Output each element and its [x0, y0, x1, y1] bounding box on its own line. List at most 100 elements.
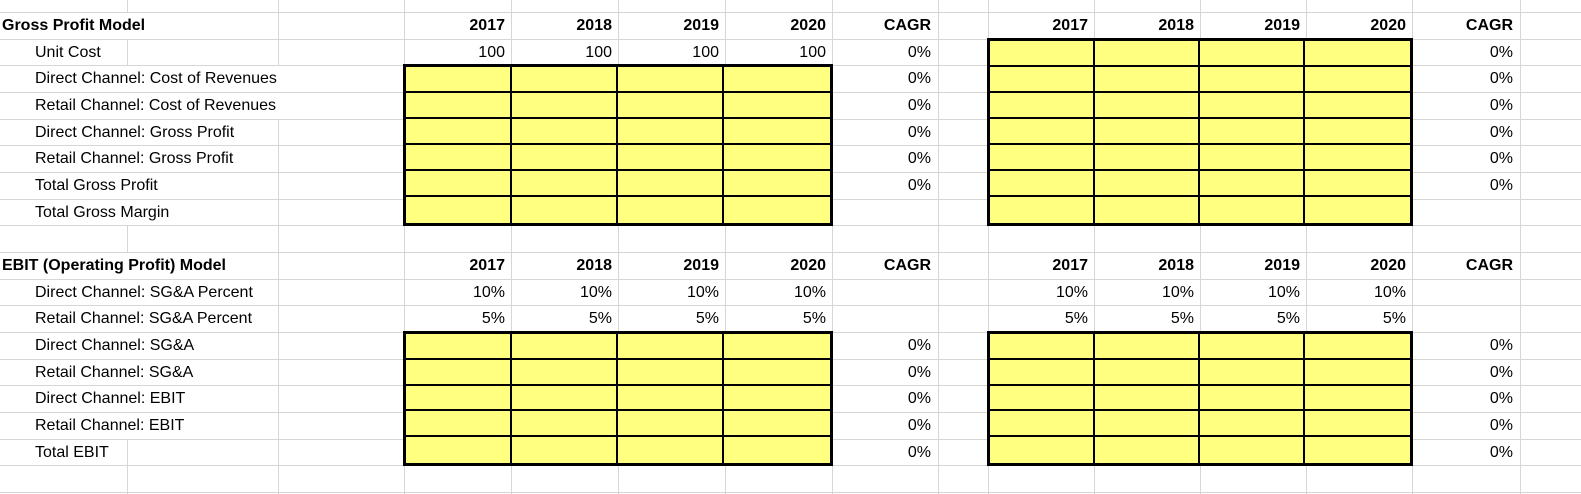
- input-cell[interactable]: [1305, 145, 1410, 171]
- input-cell[interactable]: [1200, 359, 1305, 386]
- cagr-value[interactable]: 0%: [1489, 363, 1513, 381]
- cagr-value[interactable]: 0%: [1489, 150, 1513, 167]
- input-cell[interactable]: [406, 197, 512, 223]
- input-cell[interactable]: [1305, 119, 1410, 145]
- value-cell[interactable]: 10%: [1055, 283, 1088, 301]
- input-cell[interactable]: [1305, 171, 1410, 197]
- input-cell[interactable]: [406, 93, 512, 119]
- input-cell[interactable]: [990, 334, 1095, 360]
- input-cell[interactable]: [1305, 67, 1410, 93]
- input-cell[interactable]: [406, 171, 512, 197]
- input-cell[interactable]: [618, 171, 724, 197]
- year-header[interactable]: 2017: [1052, 257, 1088, 274]
- cagr-header[interactable]: CAGR: [1465, 257, 1513, 274]
- input-cell[interactable]: [990, 197, 1095, 223]
- input-cell[interactable]: [1200, 334, 1305, 360]
- input-cell[interactable]: [1095, 437, 1200, 463]
- input-cell[interactable]: [1200, 171, 1305, 197]
- year-header[interactable]: 2020: [1370, 17, 1406, 34]
- input-cell[interactable]: [990, 41, 1095, 67]
- input-cell[interactable]: [1095, 385, 1200, 412]
- input-cell[interactable]: [618, 359, 724, 386]
- cagr-value[interactable]: 0%: [907, 97, 931, 114]
- cagr-value[interactable]: 0%: [1489, 443, 1513, 461]
- input-cell[interactable]: [1305, 411, 1410, 438]
- input-cell[interactable]: [1200, 41, 1305, 67]
- row-label[interactable]: Retail Channel: SG&A: [35, 360, 204, 385]
- input-cell[interactable]: [512, 197, 618, 223]
- input-cell[interactable]: [618, 119, 724, 145]
- input-cell[interactable]: [1200, 93, 1305, 119]
- cagr-value[interactable]: 0%: [907, 417, 931, 434]
- input-cell[interactable]: [1095, 197, 1200, 223]
- input-cell[interactable]: [724, 334, 830, 360]
- cagr-value[interactable]: 0%: [907, 123, 931, 141]
- row-label[interactable]: Direct Channel: Gross Profit: [35, 120, 245, 145]
- input-cell[interactable]: [512, 93, 618, 119]
- input-cell[interactable]: [512, 385, 618, 412]
- year-header[interactable]: 2019: [683, 17, 719, 34]
- input-cell[interactable]: [618, 145, 724, 171]
- cagr-value[interactable]: 0%: [1489, 97, 1513, 114]
- input-cell[interactable]: [512, 334, 618, 360]
- input-cell[interactable]: [1305, 41, 1410, 67]
- input-cell[interactable]: [724, 67, 830, 93]
- year-header[interactable]: 2017: [1052, 17, 1088, 34]
- value-cell[interactable]: 5%: [588, 310, 612, 327]
- value-cell[interactable]: 10%: [793, 283, 826, 301]
- cagr-value[interactable]: 0%: [1489, 337, 1513, 354]
- row-label[interactable]: Direct Channel: Cost of Revenues: [35, 66, 287, 92]
- value-cell[interactable]: 5%: [695, 310, 719, 327]
- year-header[interactable]: 2019: [683, 257, 719, 274]
- input-cell[interactable]: [990, 145, 1095, 171]
- cagr-value[interactable]: 0%: [907, 177, 931, 194]
- year-header[interactable]: 2018: [576, 257, 612, 274]
- input-cell[interactable]: [1095, 93, 1200, 119]
- input-cell[interactable]: [618, 437, 724, 463]
- input-cell[interactable]: [406, 437, 512, 463]
- year-header[interactable]: 2017: [469, 17, 505, 34]
- input-cell[interactable]: [1095, 119, 1200, 145]
- row-label[interactable]: Unit Cost: [35, 40, 111, 65]
- input-cell[interactable]: [512, 119, 618, 145]
- input-cell[interactable]: [1095, 334, 1200, 360]
- input-cell[interactable]: [724, 385, 830, 412]
- input-cell[interactable]: [1095, 41, 1200, 67]
- cagr-header[interactable]: CAGR: [883, 257, 931, 274]
- row-label[interactable]: Total Gross Margin: [35, 200, 180, 225]
- input-cell[interactable]: [1200, 67, 1305, 93]
- cagr-value[interactable]: 0%: [1489, 123, 1513, 141]
- input-cell[interactable]: [1200, 385, 1305, 412]
- input-cell[interactable]: [1305, 359, 1410, 386]
- value-cell[interactable]: 5%: [1064, 310, 1088, 327]
- input-cell[interactable]: [1095, 171, 1200, 197]
- input-cell[interactable]: [618, 67, 724, 93]
- input-cell[interactable]: [1095, 411, 1200, 438]
- cagr-value[interactable]: 0%: [907, 43, 931, 61]
- input-cell[interactable]: [990, 119, 1095, 145]
- cagr-value[interactable]: 0%: [907, 70, 931, 87]
- row-label[interactable]: Direct Channel: SG&A Percent: [35, 280, 263, 305]
- input-cell[interactable]: [1200, 437, 1305, 463]
- input-cell[interactable]: [724, 145, 830, 171]
- input-cell[interactable]: [1305, 197, 1410, 223]
- cagr-value[interactable]: 0%: [907, 390, 931, 407]
- year-header[interactable]: 2019: [1264, 17, 1300, 34]
- input-cell[interactable]: [406, 385, 512, 412]
- input-cell[interactable]: [406, 119, 512, 145]
- cagr-value[interactable]: 0%: [907, 337, 931, 354]
- cagr-value[interactable]: 0%: [1489, 417, 1513, 434]
- year-header[interactable]: 2018: [1158, 17, 1194, 34]
- input-cell[interactable]: [618, 334, 724, 360]
- input-cell[interactable]: [1305, 385, 1410, 412]
- value-cell[interactable]: 5%: [481, 310, 505, 327]
- value-cell[interactable]: 5%: [802, 310, 826, 327]
- value-cell[interactable]: 5%: [1276, 310, 1300, 327]
- value-cell[interactable]: 10%: [1373, 283, 1406, 301]
- value-cell[interactable]: 10%: [1161, 283, 1194, 301]
- input-cell[interactable]: [1095, 145, 1200, 171]
- input-cell[interactable]: [990, 93, 1095, 119]
- value-cell[interactable]: 100: [478, 43, 505, 61]
- input-cell[interactable]: [1200, 145, 1305, 171]
- cagr-value[interactable]: 0%: [907, 363, 931, 381]
